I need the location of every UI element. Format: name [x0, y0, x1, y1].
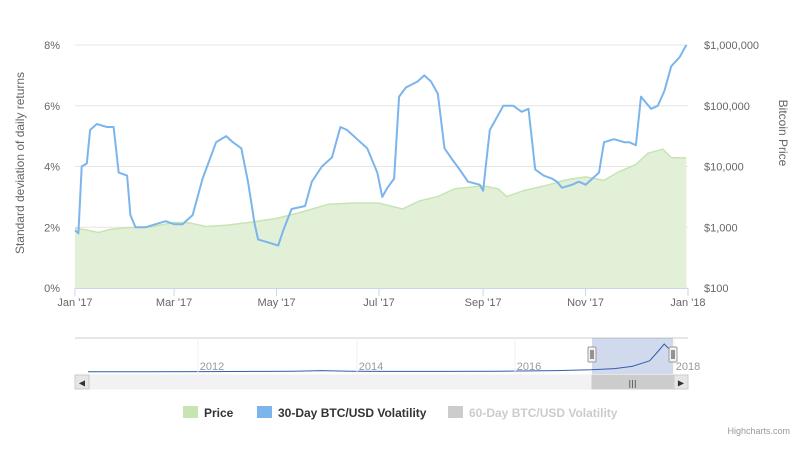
- credits-link[interactable]: Highcharts.com: [727, 426, 790, 436]
- scrollbar-left-button[interactable]: [74, 374, 90, 390]
- left-arrow-icon: ◀: [79, 379, 86, 388]
- y-right-tick-label: $1,000: [704, 222, 738, 234]
- price-area-fill: [75, 149, 687, 288]
- x-tick-label: Nov '17: [567, 297, 604, 309]
- scrollbar-grip-icon: |||: [628, 379, 636, 388]
- navigator-year-label: 2012: [200, 361, 224, 373]
- navigator-year-label: 2018: [676, 361, 700, 373]
- x-tick-label: Jan '17: [57, 297, 92, 309]
- legend-label: Price: [204, 406, 234, 420]
- y-left-tick-label: 4%: [44, 162, 60, 174]
- legend-swatch: [183, 406, 198, 418]
- legend: Price 30-Day BTC/USD Volatility 60-Day BTC…: [183, 406, 618, 420]
- price-line: [74, 148, 687, 234]
- y-left-tick-label: 8%: [44, 40, 60, 52]
- navigator-handle-right[interactable]: [668, 346, 678, 363]
- y-axis-left: 0% 2% 4% 6% 8%: [44, 40, 60, 295]
- right-arrow-icon: ▶: [678, 379, 685, 388]
- x-tick-label: Mar '17: [156, 297, 192, 309]
- y-right-tick-label: $1,000,000: [704, 40, 759, 52]
- legend-label: 60-Day BTC/USD Volatility: [469, 406, 618, 420]
- y-left-tick-label: 6%: [44, 101, 60, 113]
- navigator-year-label: 2016: [517, 361, 541, 373]
- volatility-line: [74, 44, 688, 247]
- y-right-tick-label: $100,000: [704, 101, 750, 113]
- legend-item[interactable]: Price: [183, 406, 234, 420]
- y-axis-left-title: Standard deviation of daily returns: [13, 72, 27, 254]
- legend-swatch: [448, 406, 463, 418]
- y-axis-right-title: Bitcoin Price: [776, 100, 790, 167]
- legend-swatch: [257, 406, 272, 418]
- x-tick-label: May '17: [257, 297, 295, 309]
- price-area-series: [74, 148, 687, 288]
- x-axis: Jan '17 Mar '17 May '17 Jul '17 Sep '17 Nov '…: [57, 288, 706, 309]
- navigator-selection[interactable]: [592, 338, 673, 374]
- legend-item[interactable]: 60-Day BTC/USD Volatility: [448, 406, 618, 420]
- navigator-year-label: 2014: [359, 361, 383, 373]
- volatility-30-day-series: [74, 44, 688, 247]
- legend-item[interactable]: 30-Day BTC/USD Volatility: [257, 406, 427, 420]
- y-axis-right: $100 $1,000 $10,000 $100,000 $1,000,000: [704, 40, 759, 295]
- navigator[interactable]: 2012 2014 2016 2018 ◀ ▶ |||: [74, 337, 700, 390]
- navigator-series: [88, 343, 674, 373]
- x-tick-label: Jul '17: [363, 297, 394, 309]
- y-left-tick-label: 2%: [44, 222, 60, 234]
- x-tick-label: Jan '18: [670, 297, 705, 309]
- y-right-tick-label: $10,000: [704, 162, 744, 174]
- scrollbar-thumb[interactable]: [591, 374, 674, 390]
- legend-label: 30-Day BTC/USD Volatility: [278, 406, 427, 420]
- y-left-tick-label: 0%: [44, 283, 60, 295]
- navigator-handle-left[interactable]: [587, 346, 597, 363]
- x-tick-label: Sep '17: [465, 297, 502, 309]
- y-right-tick-label: $100: [704, 283, 728, 295]
- scrollbar-right-button[interactable]: [673, 374, 689, 390]
